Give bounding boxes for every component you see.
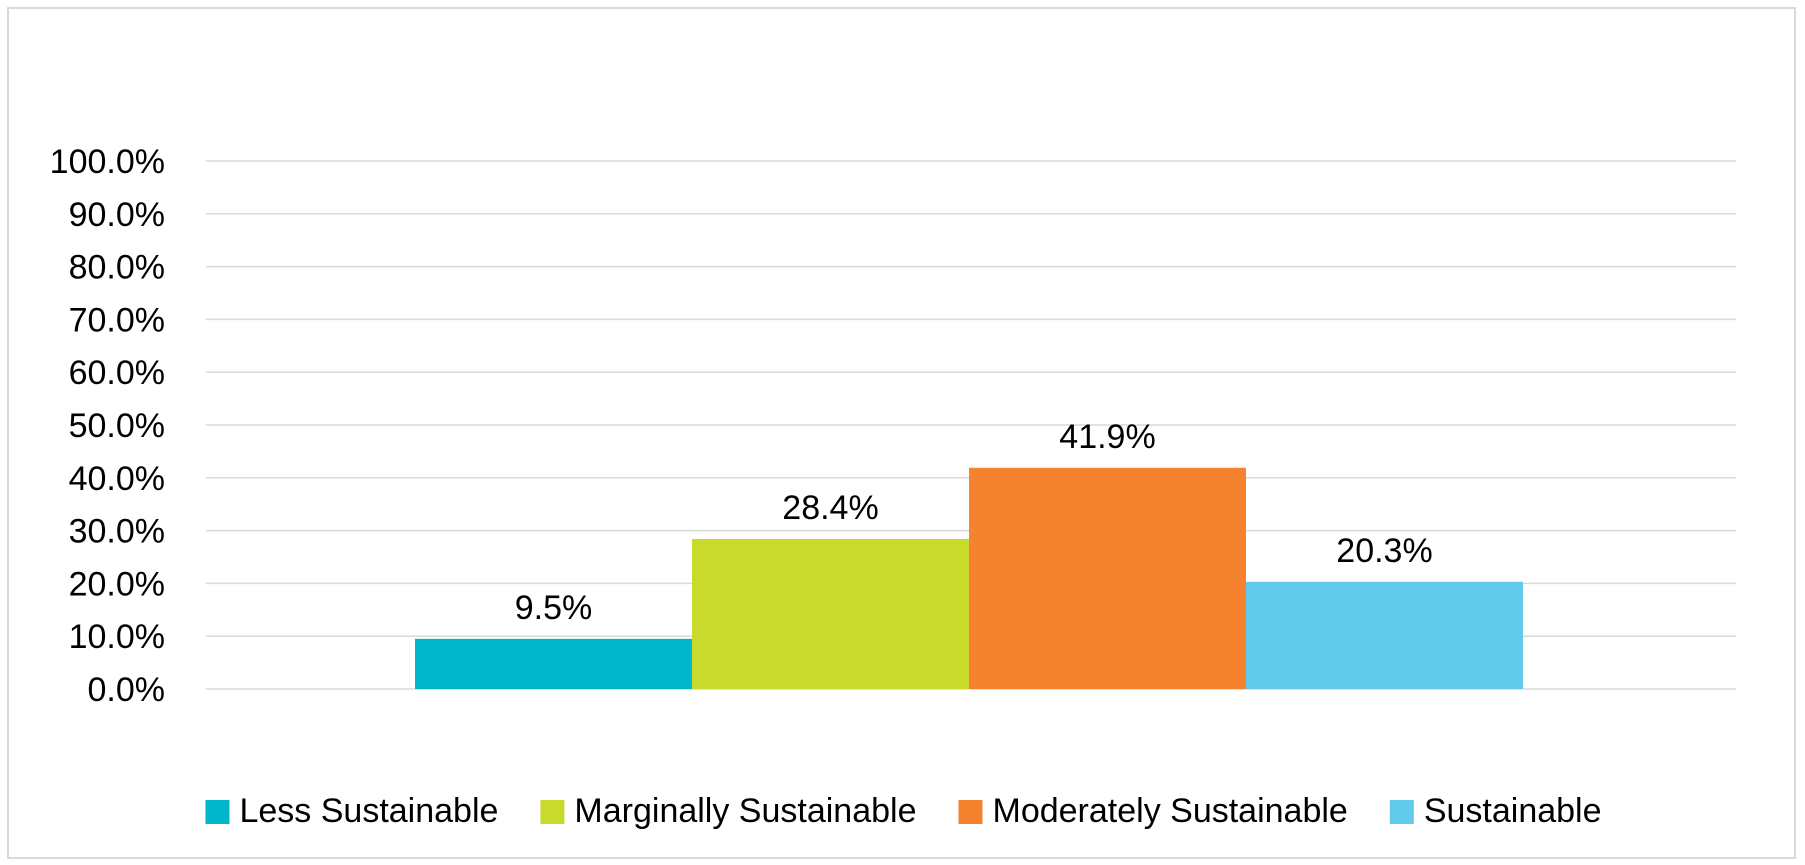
y-tick-label: 20.0% xyxy=(69,565,165,603)
chart-area: 0.0% 10.0% 20.0% 30.0% 40.0% 50.0% 60.0% 70.0% 8… xyxy=(7,7,1796,859)
y-tick-label: 50.0% xyxy=(69,407,165,445)
bar xyxy=(1246,581,1523,689)
bars xyxy=(415,467,1523,689)
y-tick-label: 90.0% xyxy=(69,196,165,234)
legend-label: Moderately Sustainable xyxy=(993,792,1348,830)
y-axis-tick-labels: 0.0% 10.0% 20.0% 30.0% 40.0% 50.0% 60.0% 70.0% 8… xyxy=(50,143,165,709)
y-tick-label: 60.0% xyxy=(69,354,165,392)
y-tick-label: 80.0% xyxy=(69,249,165,287)
legend-item: Less Sustainable xyxy=(205,792,498,830)
y-tick-label: 70.0% xyxy=(69,301,165,339)
y-tick-label: 10.0% xyxy=(69,618,165,656)
legend: Less Sustainable Marginally Sustainable Mo… xyxy=(205,792,1602,830)
legend-item: Moderately Sustainable xyxy=(958,792,1348,830)
y-tick-label: 30.0% xyxy=(69,513,165,551)
data-label: 28.4% xyxy=(782,489,878,527)
data-label: 9.5% xyxy=(515,589,593,627)
bar xyxy=(415,638,692,689)
legend-label: Marginally Sustainable xyxy=(574,792,916,830)
y-tick-label: 0.0% xyxy=(88,671,166,709)
legend-swatch xyxy=(1389,800,1414,824)
legend-swatch xyxy=(540,800,565,824)
legend-swatch xyxy=(958,800,983,824)
y-tick-label: 40.0% xyxy=(69,460,165,498)
data-label: 41.9% xyxy=(1059,418,1155,456)
legend-swatch xyxy=(205,800,230,824)
legend-item: Marginally Sustainable xyxy=(540,792,917,830)
data-labels: 9.5% 28.4% 41.9% 20.3% xyxy=(515,418,1433,627)
data-label: 20.3% xyxy=(1336,532,1432,570)
bar-chart: 0.0% 10.0% 20.0% 30.0% 40.0% 50.0% 60.0% 70.0% 8… xyxy=(50,143,1736,830)
legend-label: Sustainable xyxy=(1424,792,1602,830)
legend-label: Less Sustainable xyxy=(239,792,498,830)
legend-item: Sustainable xyxy=(1389,792,1602,830)
y-tick-label: 100.0% xyxy=(50,143,165,181)
bar xyxy=(969,467,1246,689)
bar xyxy=(692,539,969,689)
